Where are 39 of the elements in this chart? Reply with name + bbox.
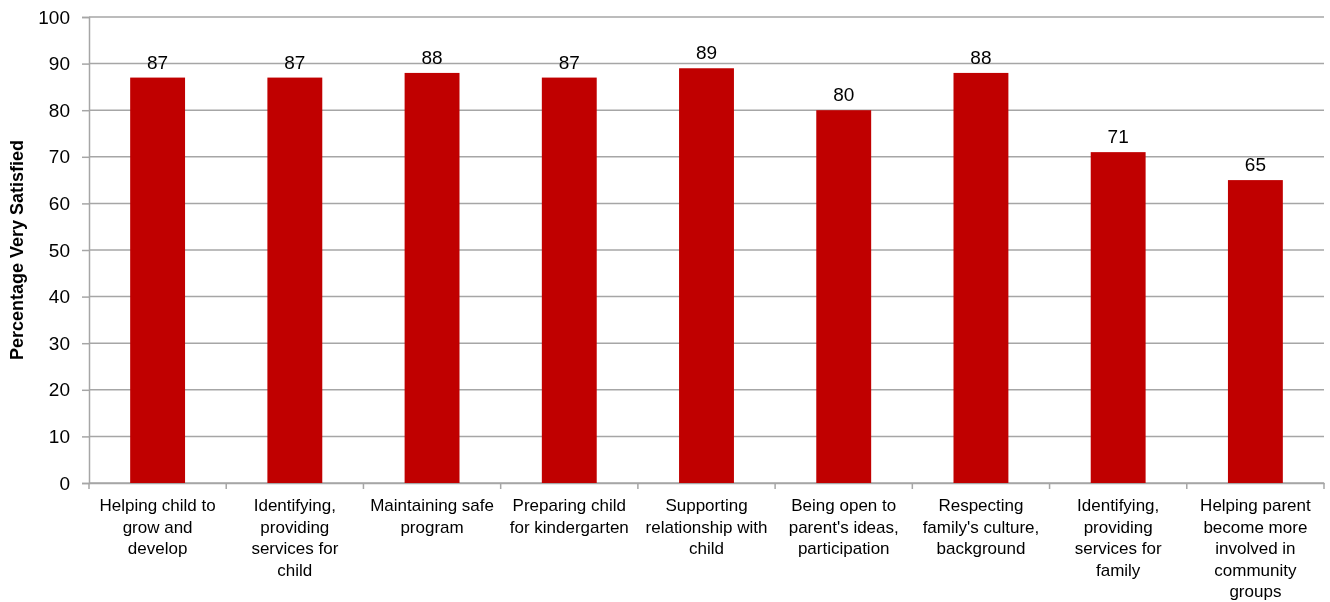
y-tick-label: 60 [48, 192, 70, 214]
y-tick-label: 100 [38, 6, 70, 28]
x-tick-label: Helping parent become more involved in community groups [1200, 496, 1311, 601]
bar [541, 77, 597, 483]
y-tick-label: 40 [48, 286, 70, 308]
bar [404, 72, 460, 483]
data-label: 89 [695, 42, 718, 64]
data-label: 87 [558, 51, 580, 73]
data-label: 80 [833, 84, 855, 106]
y-tick-label: 20 [48, 379, 70, 401]
bar [267, 77, 323, 483]
y-tick-label: 0 [59, 472, 70, 494]
x-tick-label: Supporting relationship with child [645, 496, 768, 558]
x-tick-label: Identifying, providing services for child [251, 496, 339, 580]
x-tick-label: Preparing child for kindergarten [509, 496, 629, 537]
x-tick-label: Identifying, providing services for family [1074, 496, 1162, 580]
y-tick-label: 70 [48, 146, 70, 168]
x-tick-label: Helping child to grow and develop [99, 496, 216, 558]
data-label: 88 [970, 46, 992, 68]
y-axis-title: Percentage Very Satisfied [7, 139, 27, 361]
x-tick-label: Maintaining safe program [370, 496, 494, 537]
bar [679, 68, 734, 483]
x-tick-label: Respecting family's culture, background [922, 496, 1040, 558]
data-label: 87 [284, 51, 306, 73]
x-tick-label: Being open to parent's ideas, participation [788, 496, 899, 558]
data-label: 65 [1244, 154, 1266, 176]
bar [1090, 152, 1146, 483]
data-label: 87 [147, 51, 169, 73]
data-label: 88 [421, 46, 443, 68]
y-tick-label: 10 [48, 425, 70, 447]
bar [816, 110, 872, 483]
y-tick-label: 50 [48, 239, 70, 261]
y-tick-label: 30 [48, 332, 70, 354]
y-tick-label: 90 [48, 53, 70, 75]
y-tick-label: 80 [48, 99, 70, 121]
data-label: 71 [1107, 126, 1129, 148]
bar [130, 77, 186, 483]
bar [1227, 180, 1283, 483]
bar [953, 72, 1009, 483]
